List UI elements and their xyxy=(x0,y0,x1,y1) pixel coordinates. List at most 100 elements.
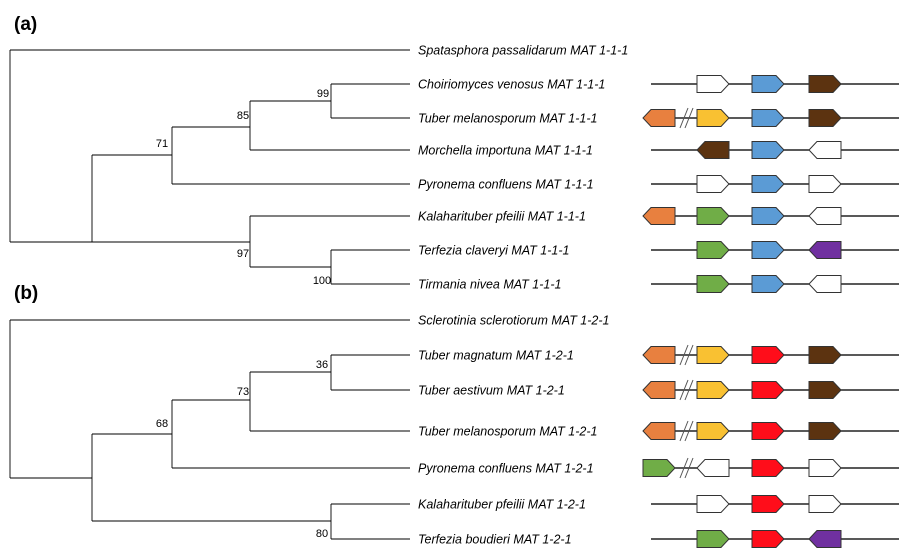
gene-arrow-white xyxy=(808,275,842,293)
gene-arrow-yellow xyxy=(696,381,730,399)
mat-locus-row xyxy=(642,344,899,366)
support-values-panel-b: 36 73 68 80 xyxy=(156,359,328,540)
gene-arrow-orange xyxy=(642,207,676,225)
bootstrap-support-value: 36 xyxy=(316,359,328,371)
sequence-gap-mark xyxy=(679,379,689,401)
sequence-gap-mark xyxy=(679,107,689,129)
taxon-label: Terfezia boudieri MAT 1-2-1 xyxy=(418,533,572,547)
sequence-gap-mark xyxy=(679,344,689,366)
panel-label-b: (b) xyxy=(14,283,38,304)
gene-arrow-white xyxy=(808,207,842,225)
mat-locus-row xyxy=(651,241,899,259)
gene-arrow-brown xyxy=(696,141,730,159)
sequence-gap-mark xyxy=(684,344,694,366)
gene-arrow-orange xyxy=(642,109,676,127)
bootstrap-support-value: 73 xyxy=(237,386,249,398)
gene-arrow-orange xyxy=(642,346,676,364)
gene-arrow-red xyxy=(751,530,785,548)
gene-arrow-green xyxy=(696,530,730,548)
bootstrap-support-value: 97 xyxy=(237,248,249,260)
gene-arrow-white xyxy=(696,175,730,193)
taxon-label: Kalaharituber pfeilii MAT 1-1-1 xyxy=(418,210,586,224)
sequence-gap-mark xyxy=(684,379,694,401)
gene-arrow-green xyxy=(696,241,730,259)
taxon-label: Tirmania nivea MAT 1-1-1 xyxy=(418,278,561,292)
mat-locus-row xyxy=(642,379,899,401)
taxon-label: Kalaharituber pfeilii MAT 1-2-1 xyxy=(418,498,586,512)
gene-arrow-blue xyxy=(751,141,785,159)
mat-locus-row xyxy=(642,420,899,442)
mat-locus-row xyxy=(651,530,899,548)
gene-arrow-brown xyxy=(808,75,842,93)
gene-arrow-brown xyxy=(808,109,842,127)
mat-locus-row xyxy=(642,207,899,225)
mat-locus-row xyxy=(642,457,899,479)
gene-arrow-orange xyxy=(642,422,676,440)
gene-arrow-white xyxy=(808,141,842,159)
gene-arrow-green xyxy=(696,207,730,225)
gene-arrow-blue xyxy=(751,241,785,259)
taxon-label: Tuber melanosporum MAT 1-2-1 xyxy=(418,425,597,439)
taxon-label: Choiriomyces venosus MAT 1-1-1 xyxy=(418,78,605,92)
taxon-label: Morchella importuna MAT 1-1-1 xyxy=(418,144,593,158)
bootstrap-support-value: 80 xyxy=(316,528,328,540)
gene-arrow-green xyxy=(642,459,676,477)
mat-locus-row xyxy=(651,141,899,159)
gene-arrow-brown xyxy=(808,381,842,399)
gene-arrow-orange xyxy=(642,381,676,399)
gene-arrow-blue xyxy=(751,207,785,225)
gene-arrow-white xyxy=(808,495,842,513)
gene-arrow-brown xyxy=(808,422,842,440)
bootstrap-support-value: 68 xyxy=(156,418,168,430)
gene-arrow-white xyxy=(808,175,842,193)
gene-arrow-red xyxy=(751,422,785,440)
mat-locus-row xyxy=(651,275,899,293)
bootstrap-support-value: 100 xyxy=(313,275,331,287)
sequence-gap-mark xyxy=(684,420,694,442)
gene-arrow-yellow xyxy=(696,346,730,364)
gene-arrow-white xyxy=(696,75,730,93)
gene-arrow-white xyxy=(696,495,730,513)
taxon-labels-panel-b: Sclerotinia sclerotiorum MAT 1-2-1 Tuber … xyxy=(418,314,610,547)
gene-arrow-blue xyxy=(751,75,785,93)
taxon-labels-panel-a: Spatasphora passalidarum MAT 1-1-1 Choiri… xyxy=(418,44,628,292)
mat-locus-row xyxy=(651,75,899,93)
mat-locus-row xyxy=(651,175,899,193)
sequence-gap-mark xyxy=(684,107,694,129)
gene-arrow-brown xyxy=(808,346,842,364)
gene-arrow-yellow xyxy=(696,422,730,440)
gene-arrow-white xyxy=(696,459,730,477)
bootstrap-support-value: 71 xyxy=(156,138,168,150)
mat-loci-panel-a xyxy=(642,75,899,293)
tree-panel-a xyxy=(9,49,410,285)
tree-panel-b xyxy=(9,319,410,540)
gene-arrow-blue xyxy=(751,275,785,293)
panel-label-a: (a) xyxy=(14,14,37,35)
taxon-label: Tuber melanosporum MAT 1-1-1 xyxy=(418,112,597,126)
taxon-label: Pyronema confluens MAT 1-2-1 xyxy=(418,462,594,476)
support-values-panel-a: 99 85 71 97 100 xyxy=(156,88,331,287)
gene-arrow-blue xyxy=(751,175,785,193)
mat-loci-panel-b xyxy=(642,344,899,548)
sequence-gap-mark xyxy=(679,420,689,442)
taxon-label: Sclerotinia sclerotiorum MAT 1-2-1 xyxy=(418,314,610,328)
taxon-label: Tuber aestivum MAT 1-2-1 xyxy=(418,384,565,398)
gene-arrow-red xyxy=(751,459,785,477)
taxon-label: Terfezia claveryi MAT 1-1-1 xyxy=(418,244,569,258)
gene-arrow-red xyxy=(751,381,785,399)
mat-locus-row xyxy=(642,107,899,129)
gene-arrow-red xyxy=(751,346,785,364)
bootstrap-support-value: 99 xyxy=(317,88,329,100)
bootstrap-support-value: 85 xyxy=(237,110,249,122)
gene-arrow-green xyxy=(696,275,730,293)
taxon-label: Pyronema confluens MAT 1-1-1 xyxy=(418,178,594,192)
sequence-gap-mark xyxy=(684,457,694,479)
gene-arrow-purple xyxy=(808,530,842,548)
taxon-label: Spatasphora passalidarum MAT 1-1-1 xyxy=(418,44,628,58)
gene-arrow-white xyxy=(808,459,842,477)
gene-arrow-blue xyxy=(751,109,785,127)
gene-arrow-purple xyxy=(808,241,842,259)
taxon-label: Tuber magnatum MAT 1-2-1 xyxy=(418,349,574,363)
gene-arrow-red xyxy=(751,495,785,513)
